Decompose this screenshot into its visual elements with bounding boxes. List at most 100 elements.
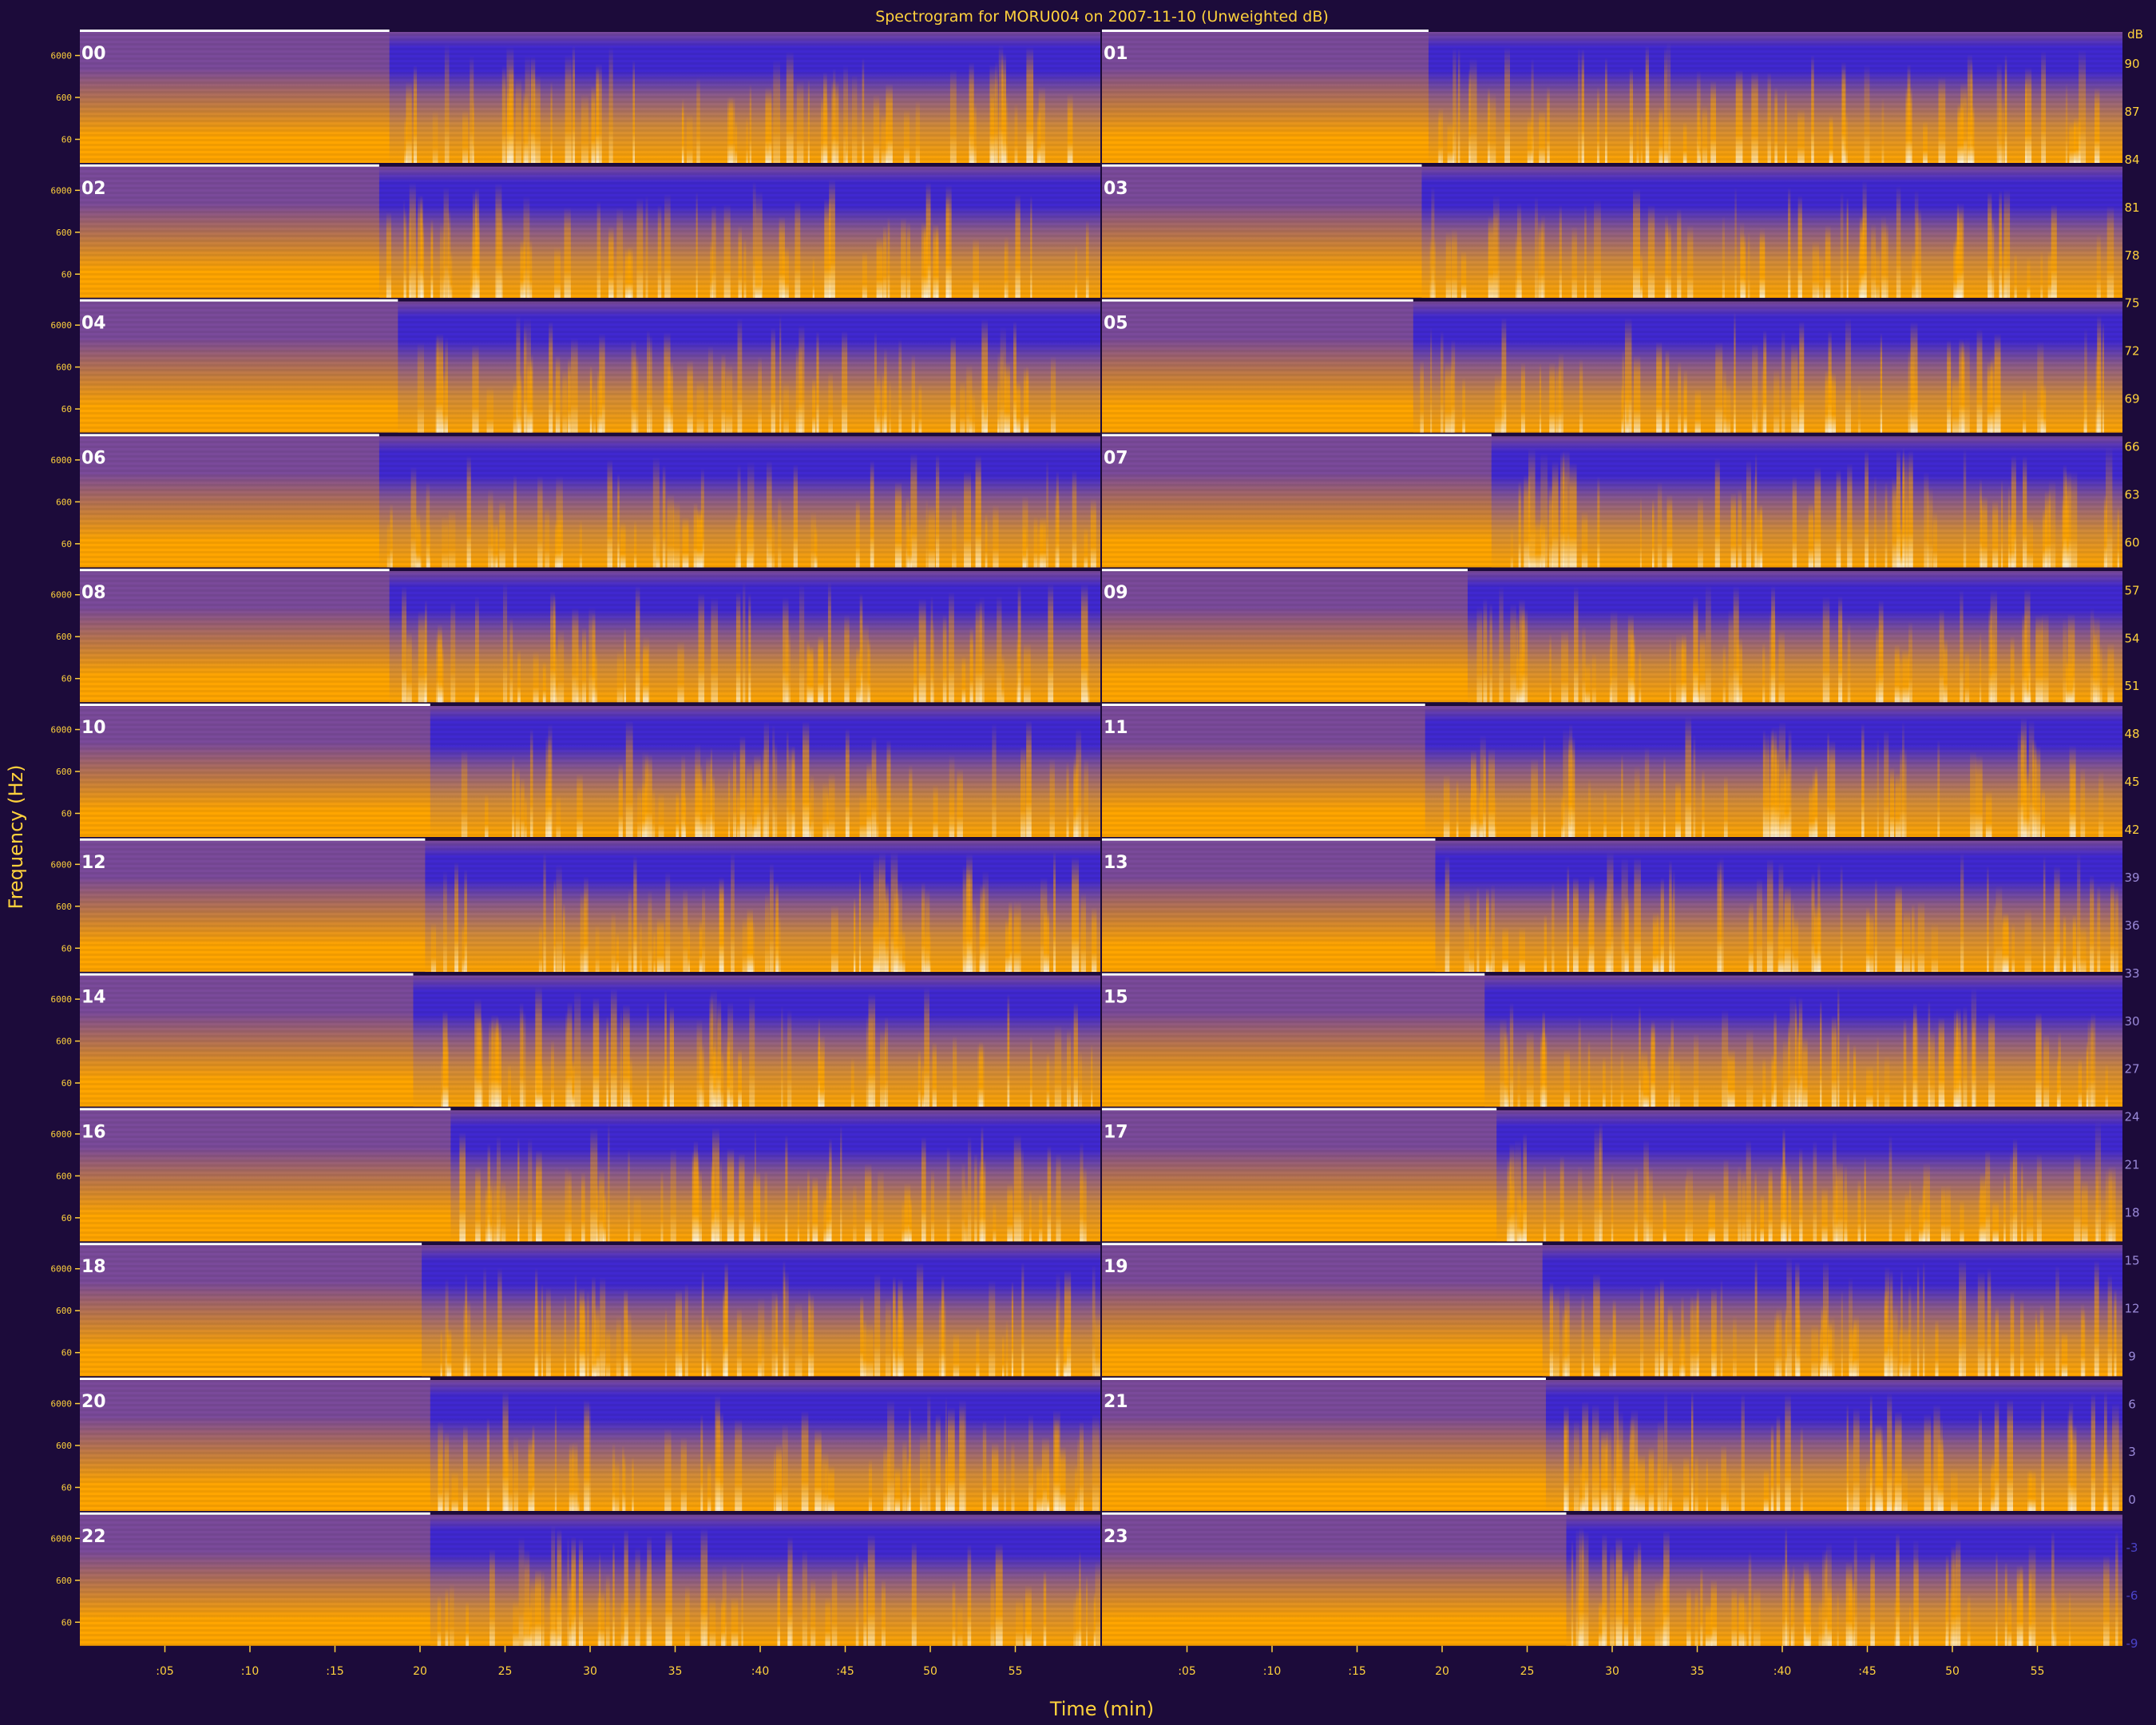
spectrogram-panel-06: 06 6000 600 60 bbox=[51, 434, 1100, 568]
band-texture bbox=[1102, 301, 2122, 433]
hour-label: 10 bbox=[81, 718, 106, 738]
freq-tick-label: 6000 bbox=[51, 185, 73, 196]
spectrogram-panel-23: 23 bbox=[1102, 1512, 2122, 1646]
hour-label: 16 bbox=[81, 1122, 106, 1142]
band-texture bbox=[1102, 975, 2122, 1107]
freq-tick-label: 60 bbox=[61, 1482, 72, 1493]
freq-tick-label: 600 bbox=[56, 1441, 72, 1451]
freq-tick-label: 6000 bbox=[51, 725, 73, 736]
colorbar-axis: dB90878481787572696663605754514845423936… bbox=[2124, 27, 2142, 1651]
time-tick-label: 55 bbox=[2031, 1665, 2045, 1678]
band-texture bbox=[1102, 1514, 2122, 1646]
hour-label: 09 bbox=[1104, 583, 1128, 603]
freq-tick-label: 600 bbox=[56, 497, 72, 507]
freq-tick-label: 6000 bbox=[51, 51, 73, 61]
hour-label: 01 bbox=[1104, 44, 1128, 64]
band-texture bbox=[1102, 706, 2122, 837]
time-tick-label: 25 bbox=[498, 1665, 513, 1678]
colorbar-tick-label: 90 bbox=[2124, 57, 2139, 71]
colorbar-tick-label: 12 bbox=[2124, 1301, 2139, 1315]
colorbar-tick-label: 36 bbox=[2124, 918, 2139, 933]
freq-tick-label: 60 bbox=[61, 808, 72, 819]
x-axis-label: Time (min) bbox=[1049, 1698, 1154, 1720]
colorbar-tick-label: 60 bbox=[2124, 535, 2139, 549]
freq-tick-label: 6000 bbox=[51, 994, 73, 1005]
freq-tick-label: 600 bbox=[56, 228, 72, 238]
time-tick-label: 20 bbox=[413, 1665, 427, 1678]
colorbar-tick-label: 63 bbox=[2124, 487, 2139, 502]
colorbar-tick-label: 66 bbox=[2124, 440, 2139, 454]
band-texture bbox=[80, 1110, 1100, 1242]
hour-label: 19 bbox=[1104, 1257, 1128, 1277]
colorbar-tick-label: 69 bbox=[2124, 392, 2139, 406]
freq-tick-label: 600 bbox=[56, 1037, 72, 1047]
spectrogram-panel-14: 14 6000 600 60 bbox=[51, 973, 1100, 1107]
time-tick-label: 35 bbox=[1690, 1665, 1705, 1678]
freq-tick-label: 600 bbox=[56, 363, 72, 373]
time-tick-label: 30 bbox=[1605, 1665, 1619, 1678]
colorbar-tick-label: -3 bbox=[2126, 1541, 2138, 1555]
colorbar-tick-label: 54 bbox=[2124, 631, 2139, 645]
hour-label: 03 bbox=[1104, 179, 1128, 199]
colorbar-tick-label: 24 bbox=[2124, 1110, 2139, 1124]
freq-tick-label: 60 bbox=[61, 1078, 72, 1089]
time-tick-label: 20 bbox=[1435, 1665, 1449, 1678]
hour-label: 02 bbox=[81, 179, 106, 199]
freq-tick-label: 600 bbox=[56, 767, 72, 777]
band-texture bbox=[80, 706, 1100, 837]
freq-tick-label: 600 bbox=[56, 1171, 72, 1181]
freq-tick-label: 60 bbox=[61, 1617, 72, 1628]
spectrogram-panel-22: 22 6000 600 60 bbox=[51, 1512, 1102, 1646]
colorbar-tick-label: 57 bbox=[2124, 583, 2139, 597]
band-texture bbox=[80, 301, 1100, 433]
band-texture bbox=[80, 840, 1100, 972]
freq-tick-label: 60 bbox=[61, 1213, 72, 1223]
freq-tick-label: 600 bbox=[56, 902, 72, 912]
spectrogram-panel-04: 04 6000 600 60 bbox=[51, 299, 1100, 433]
freq-tick-label: 6000 bbox=[51, 1399, 73, 1410]
hour-label: 21 bbox=[1104, 1392, 1128, 1412]
band-texture bbox=[1102, 571, 2122, 703]
colorbar-tick-label: 30 bbox=[2124, 1014, 2139, 1029]
colorbar-tick-label: 48 bbox=[2124, 727, 2139, 741]
colorbar-tick-label: 75 bbox=[2124, 296, 2139, 311]
time-tick-label: :10 bbox=[1263, 1665, 1282, 1678]
spectrogram-panel-15: 15 bbox=[1102, 973, 2122, 1107]
spectrogram-panel-18: 18 6000 600 60 bbox=[51, 1243, 1102, 1377]
freq-tick-label: 6000 bbox=[51, 859, 73, 870]
hour-label: 23 bbox=[1104, 1527, 1128, 1547]
chart-title: Spectrogram for MORU004 on 2007-11-10 (U… bbox=[875, 8, 1329, 26]
spectrogram-panel-08: 08 6000 600 60 bbox=[51, 569, 1100, 703]
band-texture bbox=[80, 32, 1100, 163]
freq-tick-label: 6000 bbox=[51, 320, 73, 331]
time-tick-label: :05 bbox=[156, 1665, 174, 1678]
band-texture bbox=[1102, 166, 2122, 298]
colorbar-tick-label: 21 bbox=[2124, 1158, 2139, 1172]
band-texture bbox=[80, 975, 1100, 1107]
colorbar-tick-label: 0 bbox=[2128, 1493, 2136, 1507]
time-tick-label: :05 bbox=[1178, 1665, 1196, 1678]
freq-tick-label: 60 bbox=[61, 539, 72, 549]
time-tick-label: 35 bbox=[668, 1665, 683, 1678]
time-tick-label: :45 bbox=[836, 1665, 854, 1678]
hour-label: 00 bbox=[81, 44, 106, 64]
hour-label: 06 bbox=[81, 448, 106, 468]
freq-tick-label: 60 bbox=[61, 1348, 72, 1358]
x-axis: :05:10:15 20 25 30 35:40:45 50 55:05:10:15 20 25… bbox=[156, 1645, 2045, 1678]
hour-label: 05 bbox=[1104, 314, 1128, 334]
hour-label: 18 bbox=[81, 1257, 106, 1277]
time-tick-label: :10 bbox=[241, 1665, 260, 1678]
band-texture bbox=[80, 166, 1100, 298]
freq-tick-label: 6000 bbox=[51, 1264, 73, 1275]
colorbar-tick-label: 84 bbox=[2124, 153, 2139, 167]
time-tick-label: :15 bbox=[326, 1665, 344, 1678]
spectrogram-panel-21: 21 bbox=[1102, 1378, 2122, 1511]
colorbar-unit: dB bbox=[2127, 27, 2143, 42]
time-tick-label: :40 bbox=[751, 1665, 770, 1678]
freq-tick-label: 6000 bbox=[51, 1533, 73, 1544]
time-tick-label: :45 bbox=[1858, 1665, 1877, 1678]
time-tick-label: 25 bbox=[1520, 1665, 1535, 1678]
colorbar-tick-label: 3 bbox=[2128, 1445, 2136, 1459]
